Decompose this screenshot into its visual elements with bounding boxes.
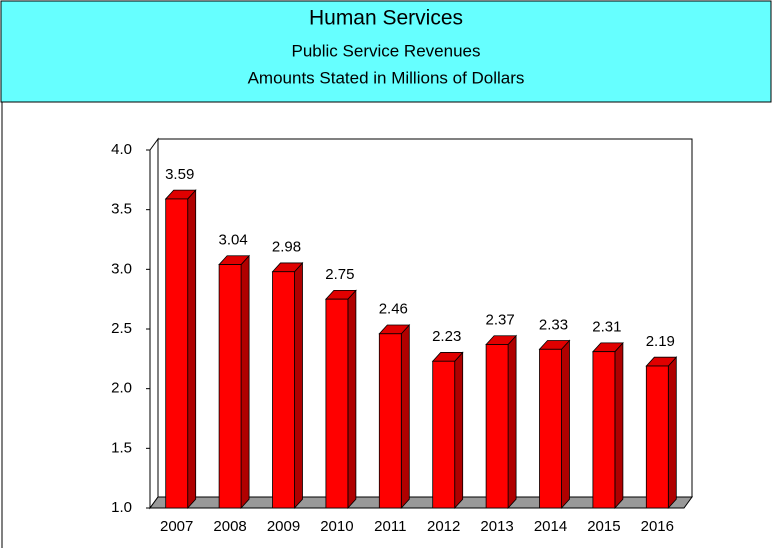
x-tick-label: 2014 (534, 518, 567, 535)
value-label: 2.19 (646, 333, 675, 350)
x-tick-label: 2011 (374, 518, 406, 535)
bar (165, 198, 189, 509)
value-label: 2.31 (592, 319, 621, 336)
bar-side (187, 189, 197, 510)
bar (378, 333, 402, 509)
y-tick-label: 3.5 (111, 201, 132, 218)
x-tick-label: 2012 (427, 518, 460, 535)
bar-side (667, 356, 677, 510)
x-tick-label: 2007 (160, 518, 193, 535)
x-tick-label: 2016 (641, 518, 674, 535)
x-tick-label: 2008 (213, 518, 246, 535)
value-label: 2.37 (485, 311, 514, 328)
value-label: 2.98 (272, 239, 301, 256)
bar-side (240, 254, 250, 510)
value-label: 2.33 (539, 316, 568, 333)
x-tick-label: 2015 (587, 518, 620, 535)
value-label: 3.59 (165, 166, 194, 183)
y-tick-label: 1.5 (111, 439, 132, 456)
bar-side (561, 339, 570, 510)
bar-side (507, 334, 517, 510)
bar-side (400, 323, 410, 510)
x-tick-label: 2010 (320, 518, 353, 535)
value-label: 2.75 (325, 266, 354, 283)
bar (325, 298, 349, 509)
header (0, 0, 772, 103)
bar-side (454, 351, 464, 510)
bar (272, 271, 295, 509)
y-tick-label: 2.5 (111, 320, 132, 337)
bar-side (347, 289, 357, 510)
x-tick-label: 2013 (480, 518, 513, 535)
y-tick-label: 2.0 (111, 380, 132, 397)
y-tick-label: 4.0 (111, 141, 132, 158)
bar-side (614, 341, 624, 510)
bar (592, 351, 616, 509)
y-tick-label: 1.0 (111, 499, 132, 516)
chart-subtitle: Public Service Revenues (292, 41, 481, 60)
bar (539, 348, 562, 509)
x-tick-label: 2009 (267, 518, 300, 535)
bar (218, 264, 242, 509)
bar (485, 344, 509, 509)
bar-side (294, 261, 303, 510)
value-label: 2.23 (432, 328, 461, 345)
side-wall (149, 137, 159, 510)
bar (432, 360, 456, 509)
y-tick-label: 3.0 (111, 260, 132, 277)
value-label: 3.04 (218, 232, 247, 249)
value-label: 2.46 (379, 301, 408, 318)
bar (645, 365, 669, 509)
chart-title: Human Services (309, 7, 463, 30)
chart-note: Amounts Stated in Millions of Dollars (248, 68, 525, 87)
